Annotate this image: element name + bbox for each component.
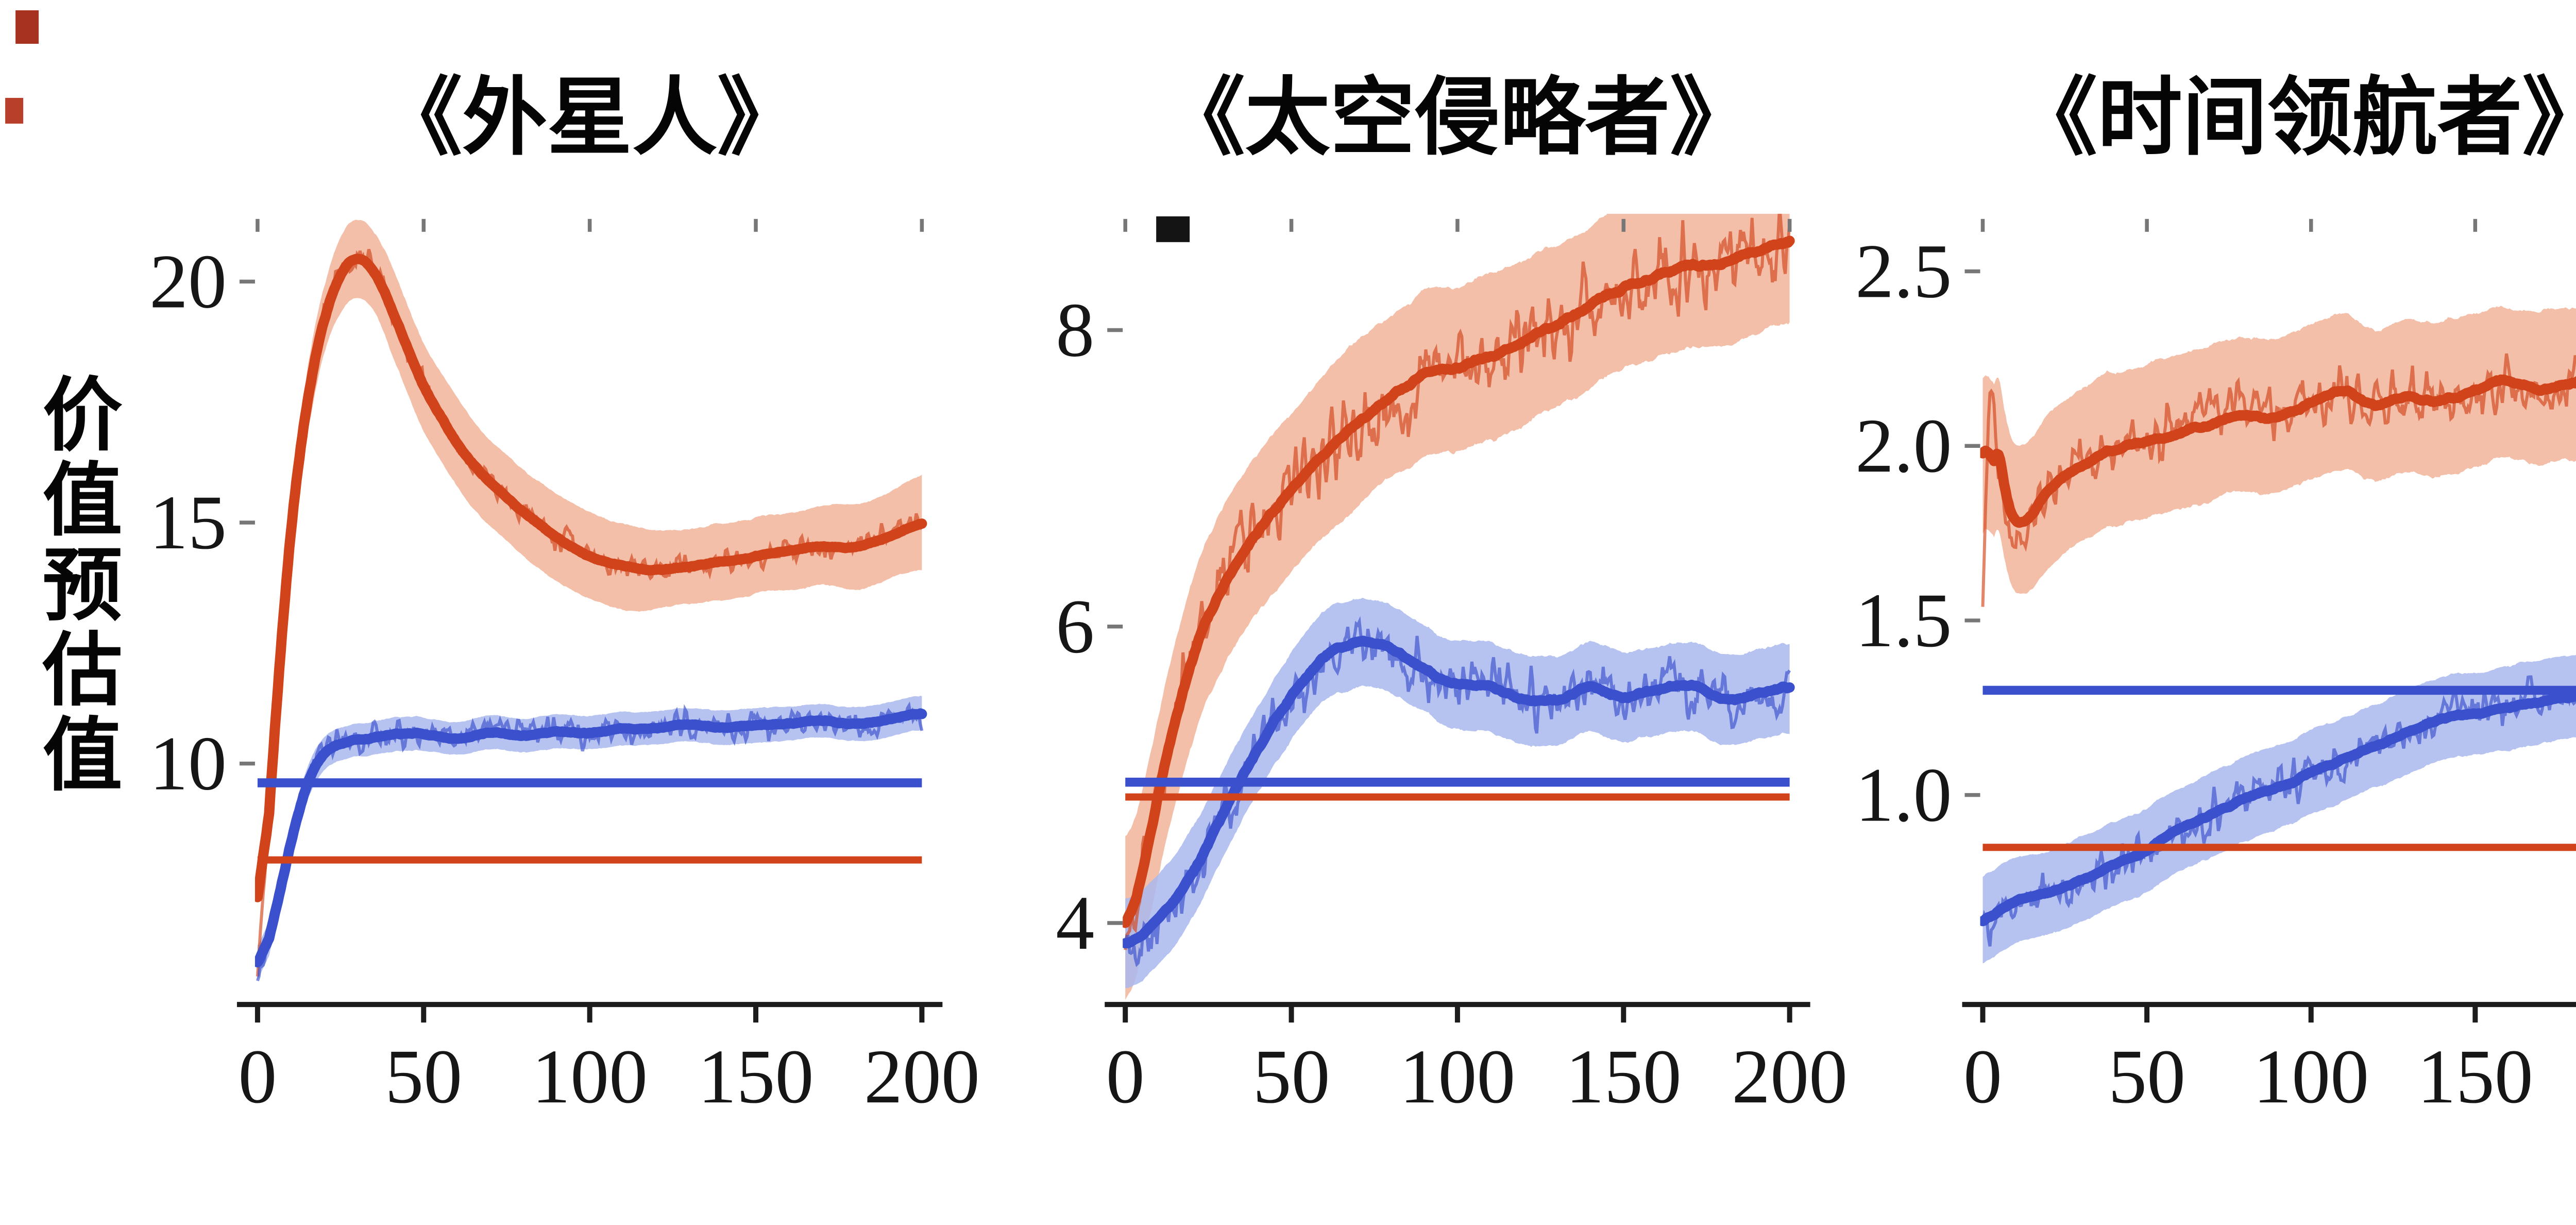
- x-tick-label: 200: [864, 1034, 980, 1119]
- y-tick-label: 8: [1056, 288, 1094, 373]
- x-tick-label: 0: [1963, 1034, 2002, 1119]
- series-band-dqn: [1982, 306, 2576, 594]
- x-tick-label: 0: [238, 1034, 277, 1119]
- series-line-ddqn: [1980, 691, 2576, 927]
- print-artifact-mark: [1156, 216, 1190, 242]
- series-line-ddqn: [1123, 635, 1795, 949]
- series-raw-trace-dqn: [256, 248, 923, 977]
- x-tick-label: 100: [532, 1034, 648, 1119]
- x-tick-label: 100: [1399, 1034, 1515, 1119]
- subplot-titles: 《外星人》 《太空侵略者》 《时间领航者》 《扎克松》: [377, 71, 2576, 165]
- x-tick-label: 100: [2253, 1034, 2369, 1119]
- subplot-1: 0 50 100 150 200 4 6 8: [1056, 213, 1848, 1119]
- x-tick-label: 150: [1566, 1034, 1682, 1119]
- y-tick-label: 15: [149, 480, 227, 565]
- series-line-dqn: [1123, 236, 1795, 928]
- subplot-title-space-invaders: 《太空侵略者》: [1160, 71, 1755, 165]
- y-tick-label: 6: [1056, 584, 1094, 669]
- series-line-ddqn: [255, 708, 927, 968]
- subplot-title-time-pilot: 《时间领航者》: [2012, 71, 2576, 165]
- x-tick-label: 0: [1106, 1034, 1145, 1119]
- series-line-dqn: [255, 254, 927, 902]
- x-tick-label: 50: [2108, 1034, 2185, 1119]
- x-tick-label: 150: [2417, 1034, 2533, 1119]
- x-tick-label: 200: [1732, 1034, 1848, 1119]
- subplot-title-alien: 《外星人》: [377, 71, 802, 165]
- y-tick-label: 4: [1056, 880, 1094, 966]
- y-tick-label: 1.0: [1855, 752, 1952, 838]
- scan-artifact: [15, 10, 39, 44]
- x-tick-label: 150: [698, 1034, 814, 1119]
- y-tick-label: 20: [149, 239, 227, 324]
- x-tick-label: 50: [385, 1034, 462, 1119]
- subplot-0: 0 50 100 150 200 10 15 20: [149, 219, 980, 1119]
- x-tick-label: 50: [1253, 1034, 1330, 1119]
- series-raw-trace-dqn: [1124, 213, 1791, 950]
- y-tick-label: 2.0: [1855, 403, 1952, 489]
- scan-artifact: [5, 97, 24, 124]
- y-tick-label: 10: [149, 721, 227, 807]
- series-raw-trace-ddqn: [1981, 675, 2576, 947]
- series-line-dqn: [1980, 374, 2576, 528]
- y-tick-label: 2.5: [1855, 228, 1952, 314]
- y-axis-label: 价值预估值: [42, 372, 123, 801]
- y-tick-label: 1.5: [1855, 578, 1952, 663]
